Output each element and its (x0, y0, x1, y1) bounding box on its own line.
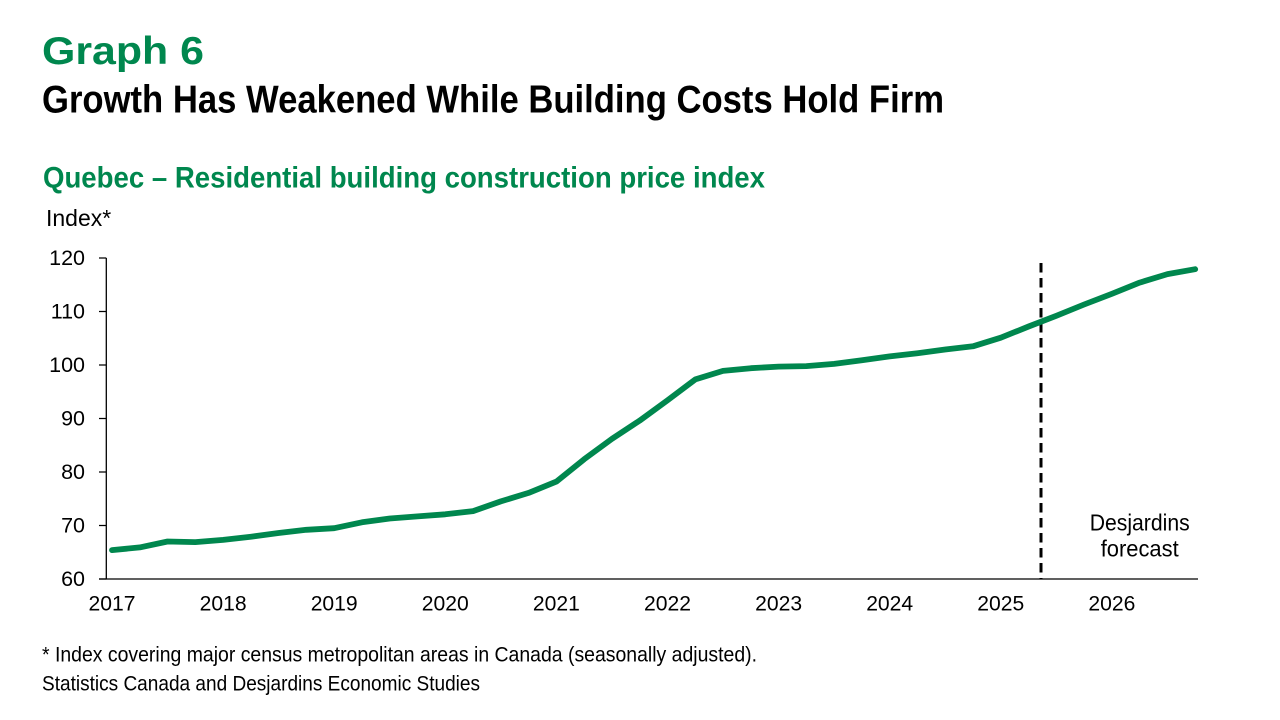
svg-text:110: 110 (51, 300, 85, 324)
svg-text:Quebec – Residential building: Quebec – Residential building constructi… (43, 162, 766, 195)
svg-text:* Index covering major census: * Index covering major census metropolit… (42, 643, 757, 666)
svg-text:2022: 2022 (644, 592, 691, 616)
svg-text:2017: 2017 (89, 592, 136, 616)
svg-text:80: 80 (61, 460, 85, 484)
svg-text:Graph 6: Graph 6 (42, 30, 204, 73)
svg-text:2025: 2025 (977, 592, 1024, 616)
svg-text:2024: 2024 (866, 592, 913, 616)
svg-text:2020: 2020 (422, 592, 469, 616)
svg-text:2019: 2019 (311, 592, 358, 616)
svg-text:100: 100 (49, 353, 85, 377)
svg-text:Growth Has Weakened While Buil: Growth Has Weakened While Building Costs… (42, 79, 944, 122)
svg-text:2026: 2026 (1088, 592, 1135, 616)
svg-text:90: 90 (61, 407, 85, 431)
svg-text:2023: 2023 (755, 592, 802, 616)
svg-text:120: 120 (49, 246, 85, 270)
svg-text:2021: 2021 (533, 592, 580, 616)
svg-text:2018: 2018 (200, 592, 247, 616)
svg-text:Index*: Index* (46, 205, 111, 231)
svg-text:70: 70 (61, 514, 85, 538)
svg-text:Statistics Canada and Desjardi: Statistics Canada and Desjardins Economi… (42, 672, 480, 695)
svg-text:60: 60 (61, 567, 85, 591)
svg-text:forecast: forecast (1101, 535, 1179, 561)
svg-text:Desjardins: Desjardins (1090, 510, 1190, 536)
